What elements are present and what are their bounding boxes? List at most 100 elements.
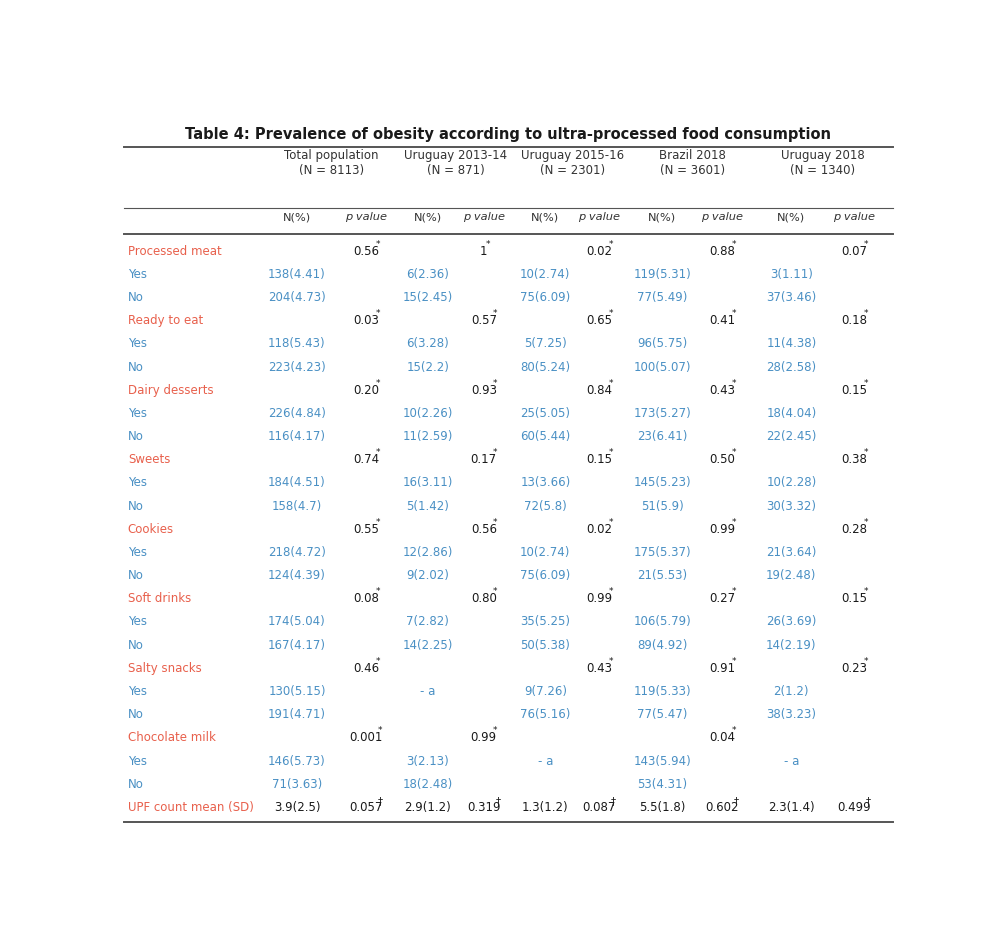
Text: 0.38: 0.38 [841, 453, 867, 466]
Text: Yes: Yes [128, 338, 147, 351]
Text: 0.84: 0.84 [586, 384, 612, 397]
Text: 72(5.8): 72(5.8) [524, 500, 566, 513]
Text: *: * [608, 657, 613, 666]
Text: 0.55: 0.55 [353, 522, 379, 536]
Text: Chocolate milk: Chocolate milk [128, 732, 215, 745]
Text: p value: p value [701, 212, 743, 222]
Text: *: * [493, 310, 498, 318]
Text: 16(3.11): 16(3.11) [403, 477, 453, 490]
Text: Brazil 2018
(N = 3601): Brazil 2018 (N = 3601) [659, 149, 725, 176]
Text: 0.03: 0.03 [353, 314, 379, 327]
Text: No: No [128, 778, 144, 791]
Text: No: No [128, 431, 144, 443]
Text: 10(2.74): 10(2.74) [520, 268, 570, 281]
Text: 0.499: 0.499 [837, 801, 871, 814]
Text: 28(2.58): 28(2.58) [766, 360, 816, 373]
Text: 0.27: 0.27 [709, 592, 735, 605]
Text: N(%): N(%) [532, 212, 559, 222]
Text: 0.08: 0.08 [353, 592, 379, 605]
Text: 145(5.23): 145(5.23) [633, 477, 691, 490]
Text: *: * [864, 657, 868, 666]
Text: N(%): N(%) [283, 212, 311, 222]
Text: *: * [375, 310, 380, 318]
Text: No: No [128, 291, 144, 304]
Text: 138(4.41): 138(4.41) [268, 268, 325, 281]
Text: 0.93: 0.93 [471, 384, 497, 397]
Text: 13(3.66): 13(3.66) [520, 477, 570, 490]
Text: *: * [493, 726, 498, 735]
Text: 3(2.13): 3(2.13) [407, 754, 449, 767]
Text: 10(2.74): 10(2.74) [520, 546, 570, 559]
Text: †: † [495, 795, 500, 806]
Text: *: * [375, 448, 380, 458]
Text: 116(4.17): 116(4.17) [268, 431, 326, 443]
Text: 0.07: 0.07 [841, 245, 867, 258]
Text: 15(2.2): 15(2.2) [407, 360, 449, 373]
Text: 0.319: 0.319 [467, 801, 501, 814]
Text: Cookies: Cookies [128, 522, 174, 536]
Text: 0.74: 0.74 [353, 453, 379, 466]
Text: 0.57: 0.57 [471, 314, 497, 327]
Text: 50(5.38): 50(5.38) [521, 639, 570, 652]
Text: 0.18: 0.18 [841, 314, 867, 327]
Text: 35(5.25): 35(5.25) [520, 615, 570, 628]
Text: Table 4: Prevalence of obesity according to ultra-processed food consumption: Table 4: Prevalence of obesity according… [186, 127, 831, 142]
Text: 18(4.04): 18(4.04) [766, 407, 816, 420]
Text: 71(3.63): 71(3.63) [272, 778, 322, 791]
Text: *: * [608, 240, 613, 249]
Text: *: * [864, 448, 868, 458]
Text: *: * [731, 240, 736, 249]
Text: 19(2.48): 19(2.48) [766, 569, 816, 582]
Text: 10(2.26): 10(2.26) [403, 407, 453, 420]
Text: No: No [128, 639, 144, 652]
Text: 0.02: 0.02 [586, 245, 612, 258]
Text: 119(5.33): 119(5.33) [633, 685, 691, 698]
Text: 53(4.31): 53(4.31) [637, 778, 687, 791]
Text: N(%): N(%) [778, 212, 806, 222]
Text: Yes: Yes [128, 546, 147, 559]
Text: *: * [864, 379, 868, 387]
Text: 174(5.04): 174(5.04) [268, 615, 325, 628]
Text: 0.04: 0.04 [709, 732, 735, 745]
Text: - a: - a [784, 754, 799, 767]
Text: *: * [731, 726, 736, 735]
Text: *: * [864, 310, 868, 318]
Text: *: * [375, 240, 380, 249]
Text: p value: p value [833, 212, 875, 222]
Text: 0.99: 0.99 [586, 592, 612, 605]
Text: 0.56: 0.56 [471, 522, 497, 536]
Text: 14(2.19): 14(2.19) [766, 639, 816, 652]
Text: *: * [493, 448, 498, 458]
Text: 106(5.79): 106(5.79) [633, 615, 691, 628]
Text: No: No [128, 500, 144, 513]
Text: Yes: Yes [128, 615, 147, 628]
Text: 60(5.44): 60(5.44) [520, 431, 570, 443]
Text: 22(2.45): 22(2.45) [766, 431, 816, 443]
Text: 0.23: 0.23 [841, 662, 867, 674]
Text: 0.80: 0.80 [471, 592, 497, 605]
Text: 77(5.47): 77(5.47) [637, 708, 687, 721]
Text: 96(5.75): 96(5.75) [637, 338, 687, 351]
Text: 7(2.82): 7(2.82) [407, 615, 449, 628]
Text: *: * [493, 518, 498, 527]
Text: Sweets: Sweets [128, 453, 171, 466]
Text: 0.001: 0.001 [349, 732, 383, 745]
Text: N(%): N(%) [648, 212, 677, 222]
Text: 11(4.38): 11(4.38) [766, 338, 816, 351]
Text: 0.46: 0.46 [353, 662, 379, 674]
Text: 0.17: 0.17 [471, 453, 497, 466]
Text: 9(7.26): 9(7.26) [524, 685, 566, 698]
Text: *: * [731, 448, 736, 458]
Text: 119(5.31): 119(5.31) [633, 268, 691, 281]
Text: 223(4.23): 223(4.23) [268, 360, 325, 373]
Text: N(%): N(%) [414, 212, 441, 222]
Text: 30(3.32): 30(3.32) [766, 500, 816, 513]
Text: 75(6.09): 75(6.09) [520, 569, 570, 582]
Text: *: * [864, 587, 868, 597]
Text: 0.99: 0.99 [471, 732, 497, 745]
Text: *: * [731, 310, 736, 318]
Text: 175(5.37): 175(5.37) [633, 546, 691, 559]
Text: Yes: Yes [128, 268, 147, 281]
Text: 226(4.84): 226(4.84) [268, 407, 326, 420]
Text: *: * [608, 379, 613, 387]
